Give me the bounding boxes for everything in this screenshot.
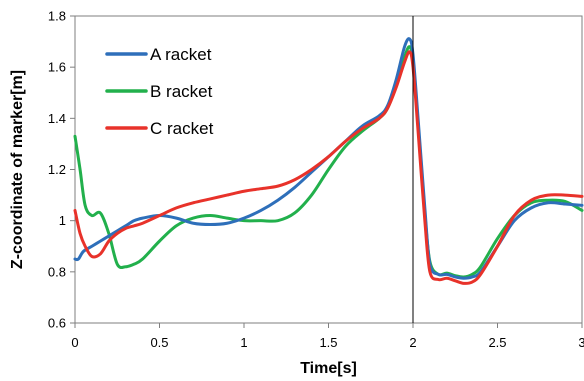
x-tick-label: 2.5 <box>488 335 506 350</box>
plot-area: 0.6 0.8 1 1.2 1.4 1.6 1.8 0 0.5 1 1.5 2 2.5 3 <box>48 9 584 351</box>
x-axis-title: Time[s] <box>300 360 357 377</box>
x-tick-label: 3 <box>578 335 584 350</box>
legend: A racket B racket C racket <box>105 45 214 138</box>
y-tick-label: 0.6 <box>48 316 66 331</box>
y-tick-label: 0.8 <box>48 264 66 279</box>
x-tick-label: 0 <box>71 335 78 350</box>
series-line-b-racket <box>73 45 584 279</box>
y-tick-label: 1 <box>59 213 66 228</box>
y-tick-label: 1.2 <box>48 162 66 177</box>
y-tick-label: 1.4 <box>48 111 66 126</box>
legend-label-b-racket: B racket <box>150 82 213 101</box>
legend-label-a-racket: A racket <box>150 45 212 64</box>
y-tick-label: 1.6 <box>48 60 66 75</box>
legend-label-c-racket: C racket <box>150 119 214 138</box>
y-axis-title: Z-coordinate of marker[m] <box>9 70 26 269</box>
y-tick-label: 1.8 <box>48 9 66 24</box>
x-tick-label: 1 <box>240 335 247 350</box>
x-tick-label: 2 <box>409 335 416 350</box>
x-tick-label: 0.5 <box>150 335 168 350</box>
x-tick-label: 1.5 <box>319 335 337 350</box>
series-line-c-racket <box>73 50 584 285</box>
